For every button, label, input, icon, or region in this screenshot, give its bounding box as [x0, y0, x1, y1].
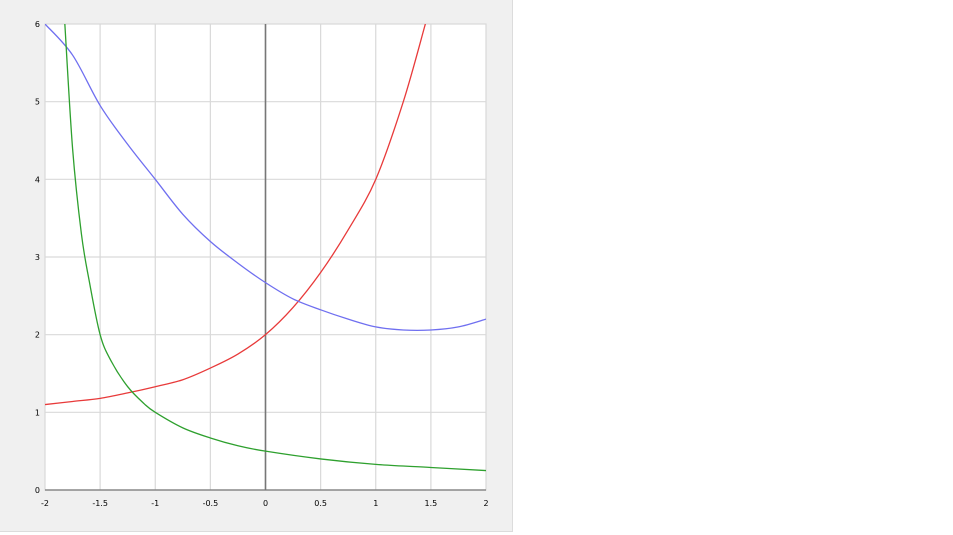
y-tick-label-3: 3 [35, 253, 40, 262]
series-line-2 [64, 24, 486, 472]
x-tick-label-6: 1 [373, 499, 378, 508]
series-line-1 [45, 24, 486, 332]
y-tick-label-5: 5 [35, 98, 40, 107]
x-tick-label-8: 2 [483, 499, 488, 508]
x-tick-label-5: 0.5 [314, 499, 327, 508]
axes [45, 24, 486, 491]
x-tick-label-3: -0.5 [203, 499, 219, 508]
x-tick-label-2: -1 [151, 499, 159, 508]
series-line-0 [45, 24, 426, 406]
x-tick-label-0: -2 [41, 499, 49, 508]
x-tick-label-7: 1.5 [425, 499, 438, 508]
y-tick-label-2: 2 [35, 331, 40, 340]
y-tick-labels: 0 1 2 3 4 5 6 [35, 20, 40, 495]
series-layer [45, 24, 486, 472]
y-tick-label-1: 1 [35, 408, 40, 417]
x-tick-labels: -2 -1.5 -1 -0.5 0 0.5 1 1.5 2 [41, 499, 489, 508]
y-tick-label-0: 0 [35, 486, 40, 495]
x-tick-label-1: -1.5 [92, 499, 108, 508]
y-tick-label-4: 4 [35, 175, 40, 184]
x-tick-label-4: 0 [263, 499, 268, 508]
y-tick-label-6: 6 [35, 20, 40, 29]
